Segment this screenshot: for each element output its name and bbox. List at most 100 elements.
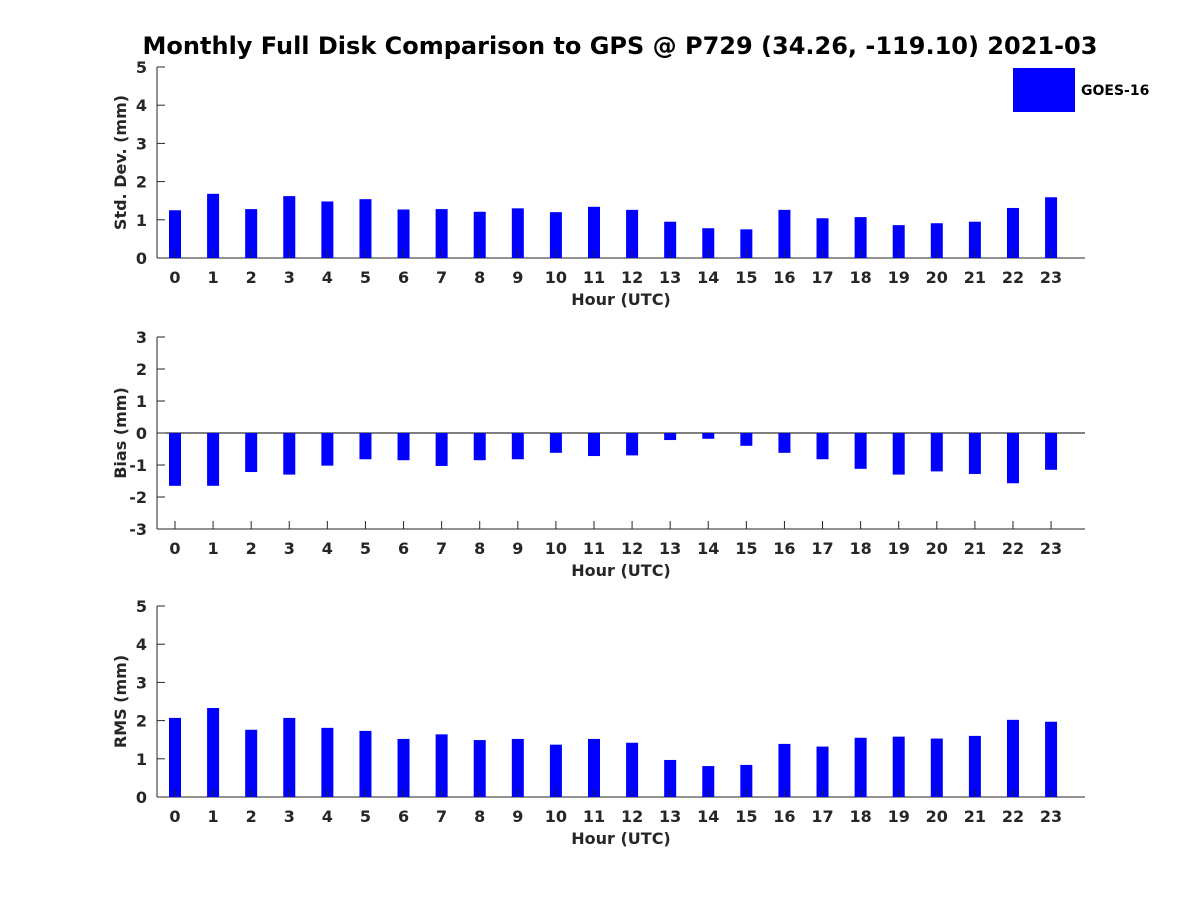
y-tick-label: 5 [136,58,147,77]
x-tick-label: 20 [926,268,948,287]
y-tick-label: 4 [136,635,147,654]
y-tick-label: -1 [129,456,147,475]
bar [587,738,600,797]
bar [321,201,334,258]
y-axis-label: RMS (mm) [111,655,130,748]
x-tick-label: 3 [284,539,295,558]
bar [587,433,600,457]
x-tick-label: 14 [697,539,719,558]
bar [283,717,296,797]
x-tick-label: 10 [545,268,567,287]
x-tick-label: 2 [246,807,257,826]
bar [702,433,715,439]
x-tick-label: 3 [284,807,295,826]
bar [169,717,181,797]
bar [968,221,981,258]
bar [321,433,334,466]
bar [702,766,715,797]
y-tick-label: -3 [129,520,147,539]
x-tick-label: 2 [246,268,257,287]
x-tick-label: 15 [735,807,757,826]
x-tick-label: 23 [1040,268,1062,287]
bar [245,433,258,473]
x-tick-label: 16 [773,539,795,558]
x-tick-label: 5 [360,268,371,287]
x-tick-label: 5 [360,807,371,826]
x-tick-label: 20 [926,539,948,558]
x-tick-label: 22 [1002,539,1024,558]
bar [1045,721,1058,797]
x-tick-label: 3 [284,268,295,287]
bar [207,193,220,258]
bar [816,218,829,258]
bar [473,211,486,258]
bar [245,729,258,797]
bar [740,433,753,446]
bar [664,759,677,797]
bar [664,433,677,441]
y-tick-label: 2 [136,173,147,192]
bar [968,433,981,474]
bar [473,740,486,797]
y-tick-label: 1 [136,392,147,411]
x-tick-label: 17 [811,268,833,287]
x-tick-label: 13 [659,539,681,558]
bar [435,734,448,797]
x-tick-label: 21 [964,807,986,826]
bar [435,433,448,466]
bar [1006,207,1019,258]
x-tick-label: 6 [398,539,409,558]
bar [1006,719,1019,797]
x-tick-label: 9 [512,539,523,558]
bar [435,209,448,258]
bar [626,433,639,456]
x-tick-label: 8 [474,539,485,558]
x-tick-label: 15 [735,539,757,558]
y-tick-label: 4 [136,96,147,115]
bar [930,223,943,258]
x-tick-label: 18 [849,807,871,826]
x-tick-label: 14 [697,268,719,287]
x-axis-label: Hour (UTC) [571,561,671,580]
bar [207,433,220,486]
bar [778,433,791,453]
bar [511,738,524,797]
bar [207,707,220,797]
bar [816,433,829,460]
bar [854,217,867,258]
y-tick-label: 1 [136,750,147,769]
y-tick-label: 1 [136,211,147,230]
y-tick-label: 3 [136,673,147,692]
bar [664,221,677,258]
x-tick-label: 18 [849,268,871,287]
x-tick-label: 6 [398,807,409,826]
x-axis-label: Hour (UTC) [571,290,671,309]
bar [854,433,867,469]
x-tick-label: 9 [512,268,523,287]
bar [511,433,524,460]
bar [549,212,562,258]
y-tick-label: 2 [136,360,147,379]
y-axis-label: Std. Dev. (mm) [111,95,130,230]
x-tick-label: 19 [888,807,910,826]
x-tick-label: 8 [474,807,485,826]
x-tick-label: 20 [926,807,948,826]
x-tick-label: 9 [512,807,523,826]
bar [778,743,791,797]
x-tick-label: 23 [1040,807,1062,826]
x-tick-label: 0 [169,807,180,826]
bar [930,433,943,472]
bar [892,736,905,797]
bar [1045,433,1058,470]
x-tick-label: 0 [169,268,180,287]
bar [816,746,829,797]
x-tick-label: 0 [169,539,180,558]
x-tick-label: 15 [735,268,757,287]
x-tick-label: 1 [208,539,219,558]
bar [511,208,524,258]
x-tick-label: 19 [888,539,910,558]
x-tick-label: 4 [322,268,333,287]
y-tick-label: 3 [136,134,147,153]
